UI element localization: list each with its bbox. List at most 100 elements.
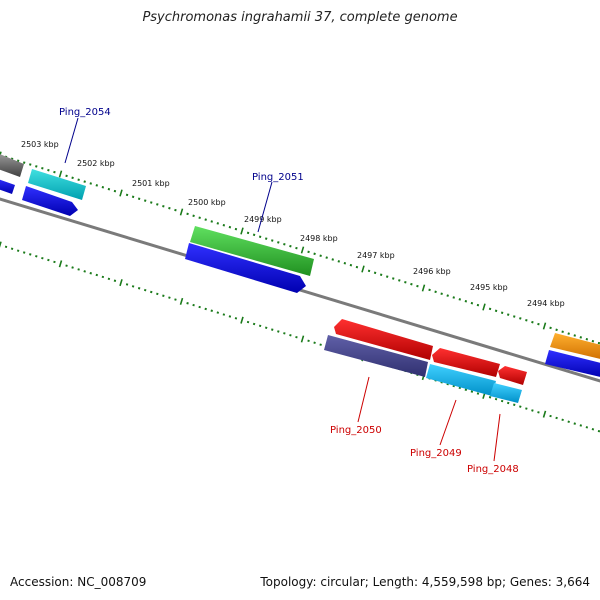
minor-tick [283, 332, 286, 335]
major-tick [240, 227, 244, 235]
minor-tick [573, 334, 576, 337]
minor-tick [331, 258, 334, 261]
minor-tick [77, 268, 80, 271]
minor-tick [434, 290, 437, 294]
minor-tick [192, 303, 195, 307]
minor-tick [95, 184, 99, 187]
minor-tick [150, 201, 153, 204]
gene-arrow-blue [22, 186, 78, 216]
minor-tick [228, 225, 232, 229]
minor-tick [186, 302, 189, 305]
outer-scale-ring [0, 151, 600, 345]
minor-tick [264, 326, 268, 330]
minor-tick [216, 222, 220, 225]
gene-arrow-ping-2049 [426, 364, 496, 396]
minor-tick [137, 287, 141, 290]
minor-tick [289, 333, 292, 337]
minor-tick [198, 216, 201, 219]
label-leaders [64, 117, 501, 462]
minor-tick [488, 396, 492, 399]
minor-tick [319, 254, 322, 257]
scale-label: 2496 kbp [413, 267, 451, 276]
major-tick [58, 260, 63, 268]
minor-tick [162, 294, 165, 297]
minor-tick [216, 311, 220, 314]
minor-tick [525, 319, 528, 322]
scale-label: 2500 kbp [188, 198, 226, 207]
forward-strand-features [0, 154, 600, 377]
gene-labels: Ping_2054 Ping_2051 Ping_2050 Ping_2049 … [59, 107, 519, 475]
minor-tick [168, 296, 171, 299]
minor-tick [373, 271, 377, 275]
minor-tick [210, 220, 213, 223]
minor-tick [464, 300, 468, 303]
gene-arrow-ping-2051 [190, 226, 314, 276]
minor-tick [597, 341, 600, 345]
scale-label: 2498 kbp [300, 234, 338, 243]
gene-arrow-red [334, 319, 433, 360]
minor-tick [143, 288, 147, 292]
minor-tick [137, 197, 141, 200]
major-tick [300, 335, 305, 343]
minor-tick [204, 218, 207, 221]
minor-tick [385, 275, 389, 278]
minor-tick [289, 244, 292, 248]
gene-arrow-blue [0, 179, 15, 194]
major-tick [0, 151, 2, 158]
minor-tick [150, 290, 153, 294]
minor-tick [319, 343, 322, 346]
minor-tick [156, 203, 159, 206]
minor-tick [416, 284, 419, 288]
minor-tick [131, 195, 135, 199]
minor-tick [83, 270, 86, 273]
major-tick [0, 241, 2, 248]
major-tick [542, 410, 547, 418]
minor-tick [428, 288, 431, 292]
minor-tick [168, 206, 171, 210]
scale-label: 2501 kbp [132, 179, 170, 188]
major-tick [421, 284, 426, 292]
minor-tick [29, 253, 32, 256]
minor-tick [95, 273, 99, 277]
minor-tick [597, 429, 600, 433]
minor-tick [313, 341, 316, 345]
scale-labels: 2503 kbp 2502 kbp 2501 kbp 2500 kbp 2499… [21, 140, 565, 308]
minor-tick [555, 328, 558, 332]
map-title: Psychromonas ingrahamii 37, complete gen… [142, 10, 458, 25]
minor-tick [283, 243, 286, 246]
minor-tick [186, 212, 189, 216]
minor-tick [549, 414, 552, 418]
minor-tick [222, 313, 226, 316]
minor-tick [379, 273, 383, 276]
minor-tick [65, 264, 68, 267]
minor-tick [561, 330, 564, 333]
minor-tick [549, 326, 552, 330]
minor-tick [192, 214, 195, 218]
minor-tick [513, 315, 516, 318]
minor-tick [10, 247, 14, 251]
minor-tick [307, 339, 310, 343]
minor-tick [41, 167, 44, 170]
gene-label-ping-2049: Ping_2049 [410, 448, 462, 459]
minor-tick [35, 165, 38, 168]
major-tick [58, 170, 63, 178]
minor-tick [35, 254, 38, 258]
minor-tick [295, 335, 298, 339]
minor-tick [591, 339, 595, 343]
minor-tick [343, 262, 347, 265]
minor-tick [107, 277, 111, 281]
minor-tick [4, 245, 8, 249]
minor-tick [410, 282, 413, 286]
minor-tick [174, 208, 177, 212]
minor-tick [101, 275, 105, 279]
minor-tick [16, 159, 20, 162]
gene-arrow-ping-2048-red [498, 366, 527, 385]
major-tick [119, 279, 123, 287]
minor-tick [337, 260, 341, 263]
minor-tick [125, 283, 129, 286]
minor-tick [258, 235, 262, 238]
minor-tick [398, 279, 401, 282]
minor-tick [452, 296, 455, 299]
minor-tick [264, 237, 268, 240]
minor-tick [198, 305, 201, 309]
